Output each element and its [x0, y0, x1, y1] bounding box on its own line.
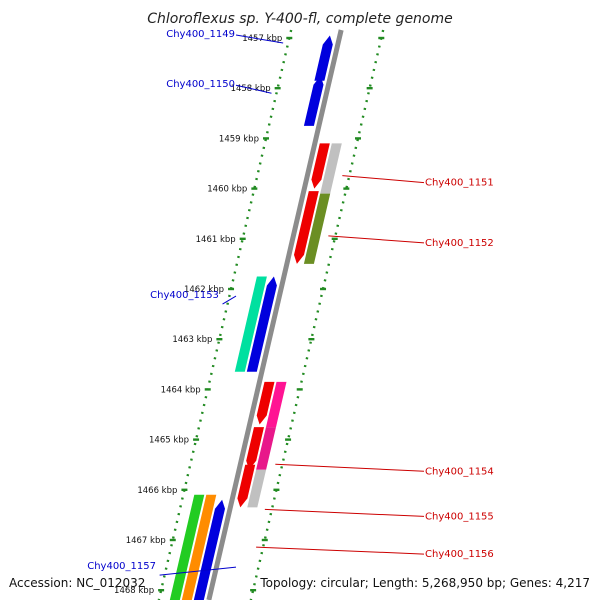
scale-dotted-lines: [157, 29, 385, 600]
gene-label-right: Chy400_1151: [425, 178, 494, 189]
gene-arrow: [246, 427, 264, 470]
tick-label: 1460 kbp: [207, 185, 247, 195]
accession-text: Accession: NC_012032: [9, 576, 145, 590]
gene-arrow: [247, 469, 267, 508]
label-leader-line: [328, 235, 425, 244]
gene-arrow: [320, 143, 342, 194]
gene-arrow: [237, 464, 256, 508]
gene-label-left: Chy400_1149: [166, 29, 235, 40]
gene-label-right: Chy400_1154: [425, 466, 494, 477]
gene-arrow: [256, 381, 275, 425]
tick-label: 1468 kbp: [114, 586, 154, 596]
gene-arrow: [181, 494, 217, 600]
tick-label: 1464 kbp: [161, 385, 201, 395]
label-leader-line: [222, 295, 237, 305]
gene-arrow: [303, 75, 324, 126]
tick-label: 1463 kbp: [172, 335, 212, 345]
tick-label: 1461 kbp: [196, 235, 236, 245]
tick-label: 1466 kbp: [137, 486, 177, 496]
gene-label-left: Chy400_1150: [166, 79, 235, 90]
gene-arrow: [256, 427, 276, 470]
tick-label: 1458 kbp: [231, 84, 271, 94]
gene-arrow: [303, 193, 331, 264]
gene-arrow: [294, 191, 319, 264]
gene-label-left: Chy400_1153: [150, 290, 219, 301]
label-leader-line: [275, 463, 425, 472]
gene-arrow: [234, 276, 267, 372]
right-dotted-line: [249, 29, 385, 600]
tick-label: 1467 kbp: [126, 536, 166, 546]
gene-label-right: Chy400_1155: [425, 511, 494, 522]
label-leader-line: [235, 84, 272, 94]
left-dotted-line: [157, 29, 293, 600]
gene-features: [169, 35, 342, 600]
label-leader-line: [159, 566, 237, 576]
genome-summary-text: Topology: circular; Length: 5,268,950 bp…: [259, 576, 590, 590]
gene-arrow: [314, 35, 333, 81]
gene-arrow: [246, 276, 277, 372]
gene-label-right: Chy400_1152: [425, 238, 494, 249]
tick-label: 1459 kbp: [219, 134, 259, 144]
tick-label: 1462 kbp: [184, 285, 224, 295]
genome-backbone: [206, 29, 344, 600]
label-leader-line: [256, 546, 425, 555]
gene-label-left: Chy400_1157: [87, 561, 156, 572]
gene-arrow: [266, 381, 287, 428]
label-leader-line: [235, 34, 284, 44]
label-leader-line: [264, 508, 425, 517]
gene-label-right: Chy400_1156: [425, 549, 494, 560]
gene-arrow: [193, 499, 225, 600]
label-leader-line: [342, 175, 425, 184]
gene-arrow: [169, 494, 205, 600]
gene-labels: Chy400_1149 Chy400_1150 Chy400_1151 Chy400_…: [87, 29, 494, 576]
gene-arrow: [311, 143, 330, 189]
tick-label: 1465 kbp: [149, 436, 189, 446]
map-title: Chloroflexus sp. Y-400-fl, complete geno…: [147, 11, 453, 27]
